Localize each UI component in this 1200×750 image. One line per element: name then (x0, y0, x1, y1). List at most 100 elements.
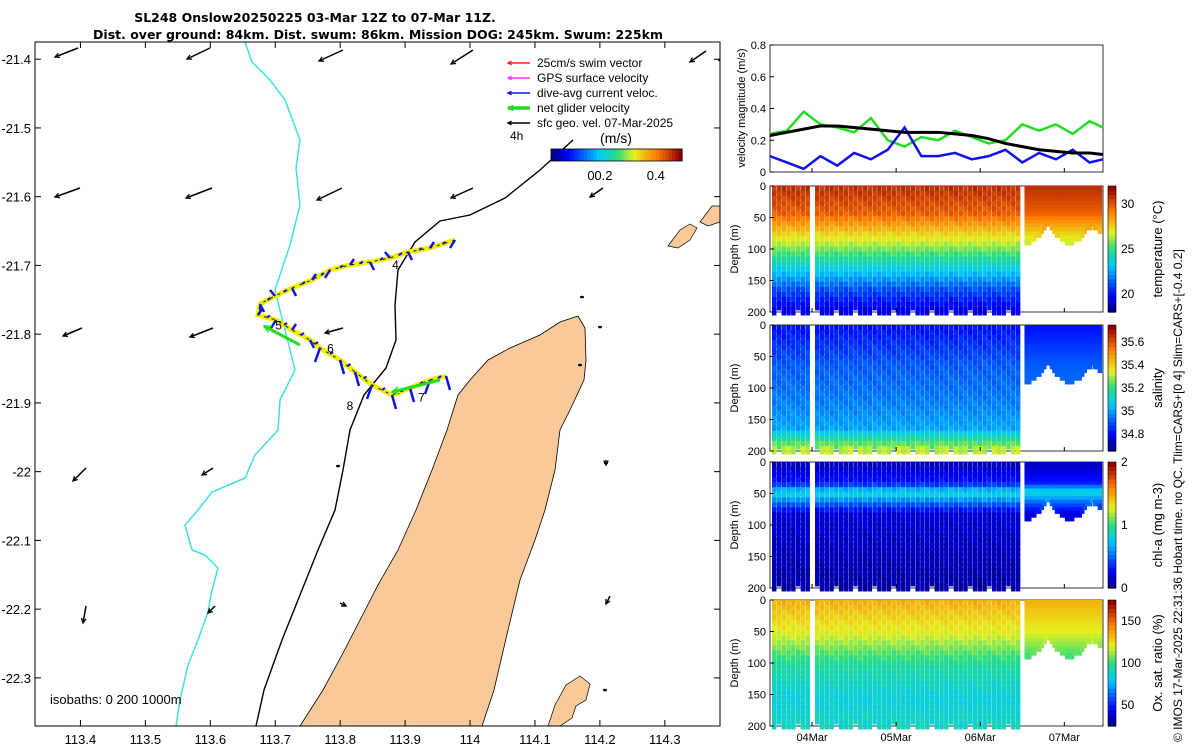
section-datapoint (1015, 405, 1021, 415)
section-datapoint (1047, 212, 1052, 219)
section-datapoint (834, 410, 839, 420)
section-datapoint (862, 186, 868, 195)
section-datapoint (910, 276, 916, 286)
section-datapoint (1037, 347, 1042, 355)
section-colorbar-frame (1107, 185, 1117, 313)
section-datapoint (1052, 212, 1057, 219)
section-datapoint (1027, 503, 1032, 511)
section-datapoint (1029, 227, 1035, 235)
section-datapoint (881, 552, 887, 562)
section-datapoint (795, 365, 801, 374)
section-datapoint (877, 276, 882, 286)
section-datapoint (824, 266, 830, 276)
section-datapoint (867, 472, 873, 481)
section-datapoint (829, 390, 834, 400)
section-datapoint (1087, 332, 1093, 340)
section-datapoint (977, 206, 983, 215)
section-datapoint (791, 286, 796, 296)
section-datapoint (948, 241, 954, 250)
section-datapoint (872, 186, 877, 195)
section-datapoint (1079, 212, 1085, 219)
section-datapoint (824, 435, 830, 445)
section-datapoint (862, 497, 868, 506)
section-datapoint (848, 350, 853, 359)
section-datapoint (991, 345, 997, 354)
section-datapoint (881, 542, 887, 552)
section-datapoint (858, 557, 863, 567)
section-datapoint (853, 400, 858, 410)
section-datapoint (1001, 365, 1006, 374)
section-datapoint (824, 231, 830, 240)
section-datapoint (834, 390, 839, 400)
section-datapoint (977, 512, 983, 521)
section-datapoint (925, 445, 930, 455)
section-datapoint (805, 445, 810, 455)
section-datapoint (968, 335, 973, 344)
section-datapoint (848, 201, 853, 210)
section-datapoint (848, 281, 853, 291)
section-datapoint (972, 231, 978, 240)
section-datapoint (891, 542, 896, 552)
section-datapoint (843, 572, 849, 582)
section-datapoint (948, 567, 954, 577)
section-datapoint (934, 497, 939, 506)
section-datapoint (1001, 301, 1006, 311)
section-datapoint (948, 226, 954, 235)
section-datapoint (848, 370, 853, 379)
section-datapoint (1085, 328, 1090, 336)
section-datapoint (1085, 212, 1090, 219)
section-datapoint (934, 440, 939, 450)
geostrophic-velocity-arrow (450, 187, 474, 199)
section-datapoint (853, 430, 858, 440)
section-datapoint (1077, 370, 1082, 377)
section-datapoint (1011, 360, 1016, 369)
section-datapoint (815, 261, 820, 271)
section-datapoint (776, 430, 782, 440)
section-datapoint (920, 350, 925, 359)
section-datapoint (948, 231, 954, 240)
section-datapoint (1032, 465, 1037, 473)
section-datapoint (944, 517, 949, 526)
section-datapoint (834, 435, 839, 445)
section-datapoint (991, 557, 997, 567)
section-datapoint (776, 532, 782, 542)
section-datapoint (929, 330, 935, 339)
section-datapoint (886, 512, 892, 521)
section-datapoint (781, 196, 786, 205)
section-datapoint (1011, 276, 1016, 286)
section-datapoint (838, 271, 844, 281)
section-datapoint (987, 291, 992, 301)
section-datapoint (972, 365, 978, 374)
section-datapoint (977, 236, 983, 245)
reef-dot (598, 325, 602, 329)
section-datapoint (891, 467, 896, 476)
section-datapoint (905, 507, 911, 516)
section-datapoint (1074, 362, 1080, 370)
section-datapoint (862, 226, 868, 235)
section-datapoint (963, 420, 968, 430)
section-datapoint (953, 467, 959, 476)
section-datapoint (925, 380, 930, 389)
section-datapoint (867, 430, 873, 440)
section-datapoint (1067, 197, 1072, 204)
colorbar-swatch (626, 149, 631, 161)
section-datapoint (1032, 362, 1037, 370)
section-datapoint (800, 415, 806, 425)
section-datapoint (800, 246, 806, 255)
section-datapoint (877, 572, 882, 582)
section-datapoint (915, 547, 920, 557)
section-datapoint (929, 487, 935, 496)
section-datapoint (925, 572, 930, 582)
section-datapoint (877, 512, 882, 521)
section-datapoint (1006, 281, 1011, 291)
section-datapoint (1015, 350, 1021, 359)
section-datapoint (848, 360, 853, 369)
geostrophic-velocity-arrowhead (53, 192, 61, 199)
section-datapoint (1069, 231, 1075, 238)
section-datapoint (920, 542, 925, 552)
section-datapoint (1001, 291, 1006, 301)
section-datapoint (1015, 425, 1021, 435)
section-datapoint (853, 487, 858, 496)
section-datapoint (824, 430, 830, 440)
section-datapoint (934, 196, 939, 205)
